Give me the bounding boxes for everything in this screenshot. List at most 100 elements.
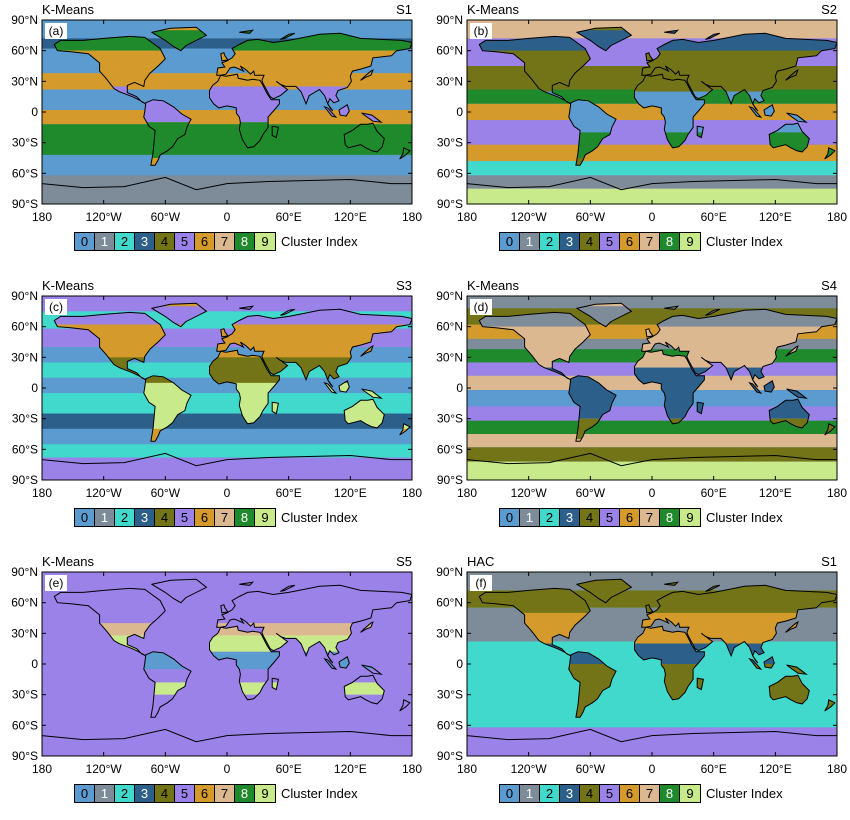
ocean-cluster-band <box>467 434 837 448</box>
lon-label: 180 <box>32 762 52 776</box>
colorbar-swatch-6: 6 <box>195 233 215 250</box>
colorbar: 0 1 2 3 4 5 6 7 8 9 Cluster Index <box>74 232 358 251</box>
lon-label: 120°W <box>86 210 123 224</box>
map-panel-d: 90°N 60°N 30°N 0 30°S 60°S 90°S 180 120°W 60°W 0 60… <box>425 276 850 544</box>
coastline-novaya-zemlya <box>705 32 721 40</box>
ocean-cluster-band <box>42 428 412 445</box>
scenario-label: S2 <box>821 2 837 17</box>
coastline-new-guinea <box>361 112 383 123</box>
coastline-japan <box>360 345 374 357</box>
colorbar-swatch-3: 3 <box>135 509 155 526</box>
panel-label-box <box>470 299 492 315</box>
coastline-eurasia <box>641 584 837 664</box>
coastline-japan <box>785 621 799 633</box>
colorbar-swatch-5: 5 <box>175 509 195 526</box>
coastline-borneo <box>338 656 350 669</box>
colorbar-swatch-3: 3 <box>560 509 580 526</box>
coastline-africa <box>634 349 705 425</box>
lat-label: 0 <box>31 657 38 671</box>
colorbar-swatch-8: 8 <box>660 233 680 250</box>
colorbar-swatch-1: 1 <box>95 509 115 526</box>
colorbar-label: Cluster Index <box>706 510 783 525</box>
lat-label: 60°N <box>436 44 463 58</box>
lon-label: 0 <box>224 762 231 776</box>
coastline-greenland <box>575 26 633 52</box>
lon-label: 0 <box>224 486 231 500</box>
map-field <box>467 572 837 756</box>
coastline-madagascar <box>696 125 704 139</box>
lon-label: 120°E <box>334 762 367 776</box>
colorbar-swatch-9: 9 <box>680 785 700 802</box>
colorbar-label: Cluster Index <box>281 786 358 801</box>
coastline-sumatra <box>748 381 763 394</box>
lon-label: 60°E <box>701 762 727 776</box>
panel-label: (e) <box>49 576 64 590</box>
colorbar-swatch-7: 7 <box>640 509 660 526</box>
lat-label: 30°S <box>437 412 463 426</box>
colorbar: 0 1 2 3 4 5 6 7 8 9 Cluster Index <box>74 784 358 803</box>
lon-label: 180 <box>457 486 477 500</box>
colorbar-label: Cluster Index <box>706 234 783 249</box>
coastline-eurasia <box>641 32 837 112</box>
lon-label: 60°E <box>276 210 302 224</box>
colorbar-swatch-1: 1 <box>95 785 115 802</box>
coastline-new-guinea <box>361 664 383 675</box>
coastline-eurasia <box>216 32 412 112</box>
colorbar-swatch-0: 0 <box>75 233 95 250</box>
colorbar-swatch-5: 5 <box>600 785 620 802</box>
coastline-uk <box>220 604 229 614</box>
colorbar-swatch-4: 4 <box>155 233 175 250</box>
map-field <box>467 296 837 480</box>
colorbar-swatch-8: 8 <box>660 785 680 802</box>
lon-label: 120°W <box>511 210 548 224</box>
colorbar: 0 1 2 3 4 5 6 7 8 9 Cluster Index <box>74 508 358 527</box>
coastline-south-america <box>568 651 617 718</box>
colorbar: 0 1 2 3 4 5 6 7 8 9 Cluster Index <box>499 232 783 251</box>
lon-label: 60°E <box>276 486 302 500</box>
map-field <box>42 20 412 204</box>
colorbar-swatch-2: 2 <box>115 233 135 250</box>
map-panel-c: 90°N 60°N 30°N 0 30°S 60°S 90°S 180 120°W 60°W 0 60… <box>0 276 425 544</box>
lat-label: 60°S <box>437 166 463 180</box>
map-panel-a: 90°N 60°N 30°N 0 30°S 60°S 90°S 180 120°W 60°W 0 60… <box>0 0 425 268</box>
coastline-eurasia <box>641 308 837 388</box>
coastline-antarctica <box>467 176 837 191</box>
coastline-novaya-zemlya <box>280 308 296 316</box>
scenario-label: S1 <box>396 2 412 17</box>
lon-label: 180 <box>402 486 422 500</box>
coastline-uk <box>645 604 654 614</box>
colorbar-swatch-5: 5 <box>600 233 620 250</box>
lon-label: 0 <box>649 762 656 776</box>
ocean-cluster-band <box>467 420 837 434</box>
colorbar-swatch-9: 9 <box>680 509 700 526</box>
colorbar-swatch-2: 2 <box>115 785 135 802</box>
coastline-south-america <box>568 375 617 442</box>
colorbar-swatch-7: 7 <box>215 233 235 250</box>
coastline-greenland <box>150 302 208 328</box>
colorbar-swatch-4: 4 <box>580 509 600 526</box>
lon-label: 120°W <box>511 762 548 776</box>
lat-label: 60°N <box>11 596 38 610</box>
lat-label: 90°S <box>12 197 38 211</box>
colorbar-swatch-3: 3 <box>560 233 580 250</box>
method-label: HAC <box>467 554 494 569</box>
lat-label: 30°N <box>11 626 38 640</box>
coastline-borneo <box>763 656 775 669</box>
coastline-new-guinea <box>786 664 808 675</box>
coastline-svalbard <box>239 29 255 34</box>
lat-label: 30°N <box>11 74 38 88</box>
lon-label: 180 <box>402 762 422 776</box>
lat-label: 60°N <box>11 44 38 58</box>
colorbar-swatch-5: 5 <box>175 785 195 802</box>
coastline-novaya-zemlya <box>705 584 721 592</box>
ocean-cluster-band <box>467 175 837 189</box>
coastline-antarctica <box>467 728 837 743</box>
lat-label: 90°N <box>436 565 463 579</box>
coastline-new-guinea <box>786 388 808 399</box>
